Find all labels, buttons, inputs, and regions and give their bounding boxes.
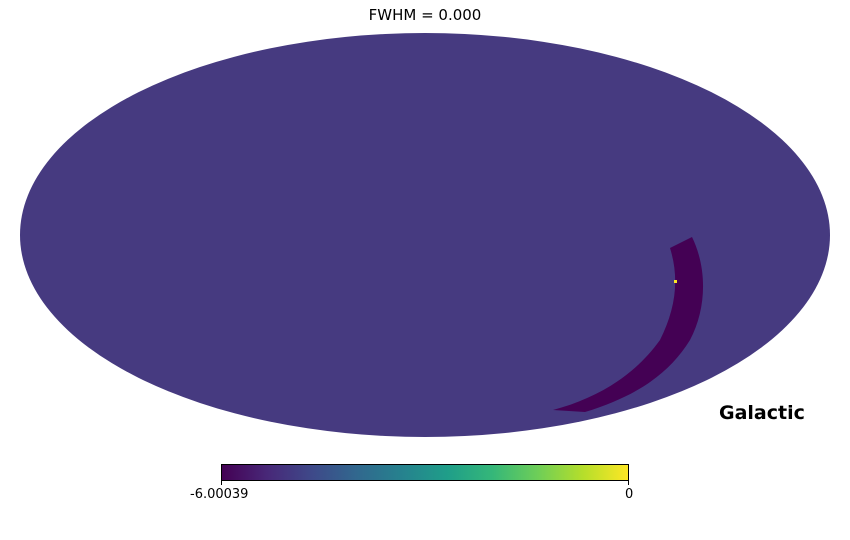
colorbar-min-tick: [221, 481, 222, 485]
hot-pixel: [674, 280, 677, 283]
colorbar: [221, 464, 629, 481]
colorbar-min-label: -6.00039: [190, 487, 249, 502]
colorbar-max-tick: [628, 481, 629, 485]
mask-band: [553, 237, 704, 412]
coordinate-system-label: Galactic: [719, 402, 805, 424]
page-title: FWHM = 0.000: [368, 6, 482, 24]
sky-map-ellipse: [20, 33, 830, 437]
colorbar-max-label: 0: [625, 487, 634, 502]
